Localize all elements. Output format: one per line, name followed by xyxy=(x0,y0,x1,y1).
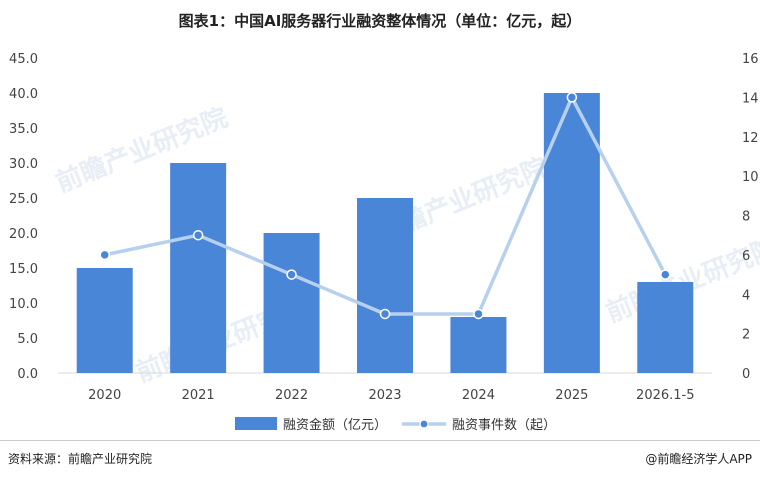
line-point xyxy=(286,269,297,280)
source-note: 资料来源：前瞻产业研究院 xyxy=(8,452,153,466)
chart-title: 图表1：中国AI服务器行业融资整体情况（单位：亿元，起） xyxy=(178,12,582,30)
bar xyxy=(263,233,320,373)
legend-bar-label: 融资金额（亿元） xyxy=(283,417,387,433)
line-point xyxy=(379,308,391,320)
y-left-tick-label: 30.0 xyxy=(9,157,38,172)
y-right-tick-label: 10 xyxy=(742,170,759,185)
bar xyxy=(170,163,227,373)
legend-bar-swatch xyxy=(235,417,277,430)
x-tick-label: 2023 xyxy=(368,388,401,403)
brand-credit: @前瞻经济学人APP xyxy=(645,452,752,466)
x-tick-label: 2026.1-5 xyxy=(636,388,694,403)
bar xyxy=(76,268,133,373)
footer-divider xyxy=(0,440,760,441)
y-left-tick-label: 0.0 xyxy=(17,367,38,382)
x-tick-label: 2025 xyxy=(555,388,588,403)
y-right-tick-label: 0 xyxy=(742,367,750,382)
y-left-tick-label: 25.0 xyxy=(9,192,38,207)
y-right-tick-label: 2 xyxy=(742,328,750,343)
y-left-tick-label: 45.0 xyxy=(9,52,38,67)
footer: 资料来源：前瞻产业研究院 @前瞻经济学人APP xyxy=(0,446,760,470)
y-left-tick-label: 20.0 xyxy=(9,227,38,242)
x-tick-label: 2024 xyxy=(462,388,495,403)
x-tick-label: 2020 xyxy=(88,388,121,403)
y-left-tick-label: 10.0 xyxy=(9,297,38,312)
bar xyxy=(637,282,694,373)
y-right-tick-label: 16 xyxy=(742,52,759,67)
legend-line-label: 融资事件数（起） xyxy=(452,418,556,433)
line-point xyxy=(660,269,671,280)
line-point xyxy=(473,308,484,320)
legend-line-marker xyxy=(419,419,429,429)
x-tick-label: 2022 xyxy=(275,388,308,403)
chart-area: 0.0 5.0 10.0 15.0 20.0 25.0 30.0 35.0 40.0 45.0 0 2… xyxy=(9,52,759,433)
y-left-tick-label: 35.0 xyxy=(9,122,38,137)
x-tick-label: 2021 xyxy=(182,388,215,403)
y-left-tick-label: 5.0 xyxy=(17,332,38,347)
line-point xyxy=(192,229,204,241)
y-left-tick-label: 40.0 xyxy=(9,87,38,102)
y-right-tick-label: 6 xyxy=(742,249,750,264)
y-left-tick-label: 15.0 xyxy=(9,262,38,277)
line-point xyxy=(566,92,578,103)
bar xyxy=(357,198,413,373)
y-right-tick-label: 12 xyxy=(742,131,759,146)
line-point xyxy=(99,249,110,261)
y-right-tick-label: 4 xyxy=(742,288,750,303)
y-right-tick-label: 14 xyxy=(742,91,759,106)
bar xyxy=(450,317,507,373)
y-right-tick-label: 8 xyxy=(742,210,750,225)
